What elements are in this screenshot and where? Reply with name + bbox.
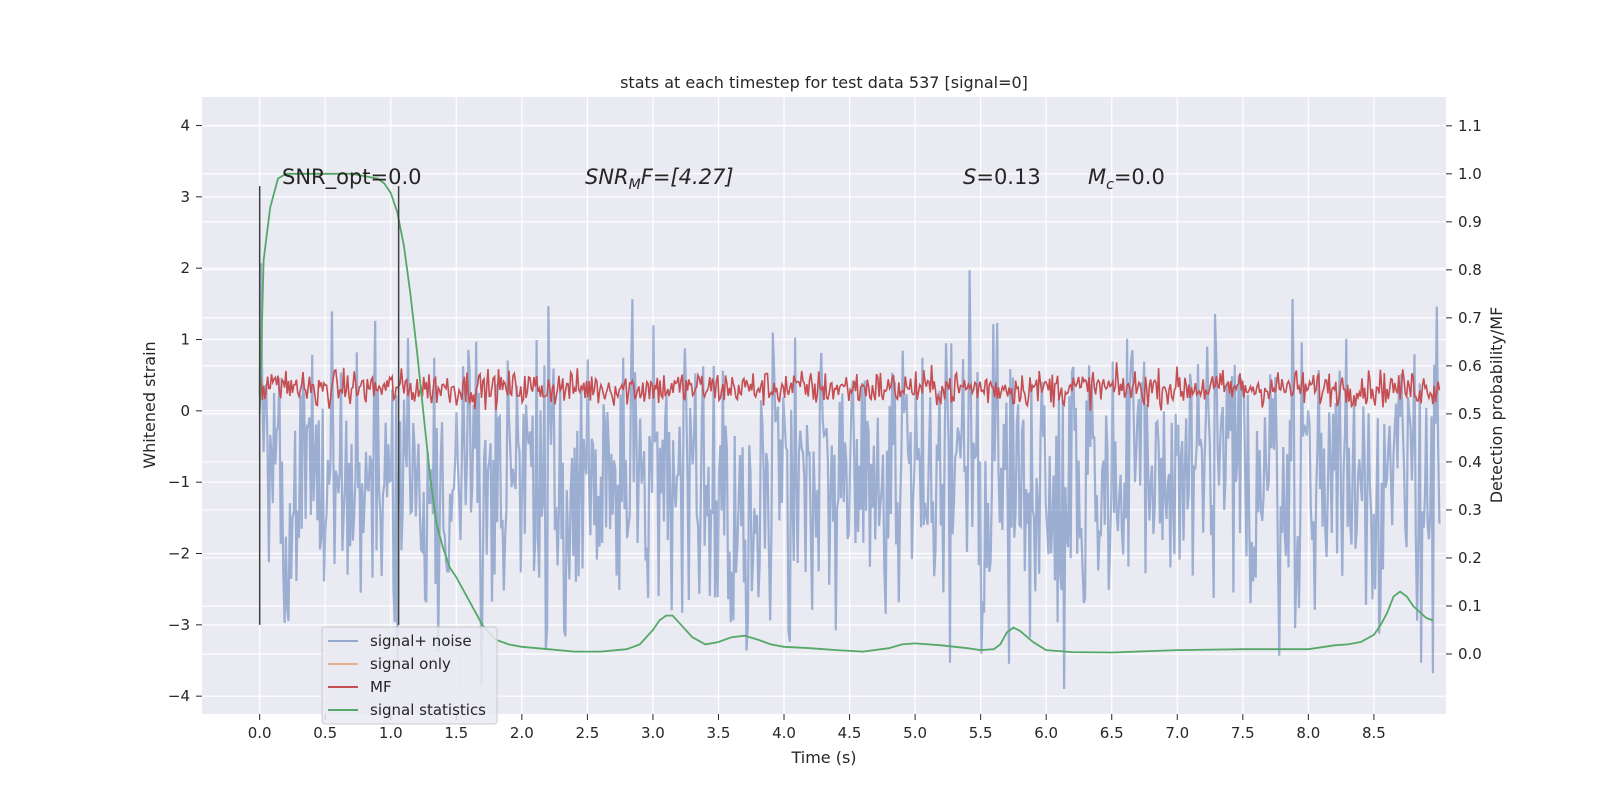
x-axis-label: Time (s)	[790, 748, 856, 767]
x-tick-label: 5.0	[903, 724, 927, 742]
y2-tick-label: 0.6	[1458, 357, 1482, 375]
y-tick-label: −4	[168, 687, 190, 705]
vertical-markers	[258, 186, 400, 625]
x-tick-label: 7.0	[1165, 724, 1189, 742]
annotation-s-rest: =0.13	[976, 165, 1040, 189]
y-tick-label: 4	[180, 117, 190, 135]
y2-tick-label: 0.4	[1458, 453, 1482, 471]
annotation-snr-mf: SNRMF=[4.27]	[585, 165, 734, 193]
x-tick-label: 5.5	[969, 724, 993, 742]
y-tick-label: 0	[180, 402, 190, 420]
x-tick-label: 2.5	[575, 724, 599, 742]
series-layer	[258, 172, 1441, 690]
x-tick-label: 2.0	[510, 724, 534, 742]
x-tick-label: 8.5	[1362, 724, 1386, 742]
x-tick-label: 3.0	[641, 724, 665, 742]
x-tick-label: 1.5	[444, 724, 468, 742]
y2-tick-label: 0.3	[1458, 501, 1482, 519]
y2-tick-label: 0.1	[1458, 597, 1482, 615]
y-tick-label: 3	[180, 188, 190, 206]
series-signal-noise	[258, 263, 1441, 690]
y-tick-label: 1	[180, 331, 190, 349]
x-tick-label: 0.0	[248, 724, 272, 742]
y2-axis-ticks: 1.1 1.0 0.9 0.8 0.7 0.6 0.5 0.4 0.3 0.2 0.1 0.0	[1446, 117, 1482, 663]
y-axis-ticks: 4 3 2 1 0 −1 −2 −3 −4	[168, 117, 202, 705]
x-tick-label: 8.0	[1296, 724, 1320, 742]
y2-tick-label: 0.8	[1458, 261, 1482, 279]
y2-tick-label: 0.7	[1458, 309, 1482, 327]
annotation-snr-mf-sub: M	[629, 177, 641, 193]
x-tick-label: 6.5	[1100, 724, 1124, 742]
y2-tick-label: 1.1	[1458, 117, 1482, 135]
y-axis-label: Whitened strain	[140, 341, 159, 468]
x-tick-label: 6.0	[1034, 724, 1058, 742]
x-tick-label: 0.5	[313, 724, 337, 742]
legend-label-mf: MF	[370, 678, 392, 696]
chart-title: stats at each timestep for test data 537…	[620, 73, 1028, 92]
y2-tick-label: 0.9	[1458, 213, 1482, 231]
annotation-mc-sub: c	[1106, 177, 1114, 193]
x-tick-label: 1.0	[379, 724, 403, 742]
series-signal-statistics	[258, 172, 1434, 654]
legend-label-signal-only: signal only	[370, 655, 451, 673]
series-mf	[258, 362, 1441, 411]
y-tick-label: −2	[168, 545, 190, 563]
annotation-snr-opt: SNR_opt=0.0	[282, 165, 422, 190]
annotation-mc-main: M	[1088, 165, 1106, 189]
legend-box	[321, 626, 498, 725]
y2-tick-label: 1.0	[1458, 165, 1482, 183]
legend-label-signal-noise: signal+ noise	[370, 632, 472, 650]
y2-axis-label: Detection probability/MF	[1487, 307, 1506, 504]
x-tick-label: 4.0	[772, 724, 796, 742]
x-tick-label: 7.5	[1231, 724, 1255, 742]
y2-tick-label: 0.0	[1458, 645, 1482, 663]
x-axis-ticks: 0.0 0.5 1.0 1.5 2.0 2.5 3.0 3.5 4.0 4.5 5.0 5.5 6.0 6…	[248, 714, 1386, 742]
y-tick-label: −1	[168, 473, 190, 491]
x-tick-label: 3.5	[707, 724, 731, 742]
annotation-s: S=0.13	[963, 165, 1041, 189]
x-tick-label: 4.5	[838, 724, 862, 742]
annotation-mc: Mc=0.0	[1088, 165, 1165, 193]
legend: signal+ noise signal only MF signal stat…	[321, 626, 498, 725]
annotation-mc-rest: =0.0	[1114, 165, 1165, 189]
annotation-s-main: S	[963, 165, 976, 189]
annotation-snr-mf-main: SNR	[585, 165, 629, 189]
legend-label-signal-statistics: signal statistics	[370, 701, 486, 719]
y2-tick-label: 0.5	[1458, 405, 1482, 423]
annotation-snr-mf-rest: F=[4.27]	[641, 165, 734, 189]
y2-tick-label: 0.2	[1458, 549, 1482, 567]
y-tick-label: 2	[180, 259, 190, 277]
y-tick-label: −3	[168, 616, 190, 634]
